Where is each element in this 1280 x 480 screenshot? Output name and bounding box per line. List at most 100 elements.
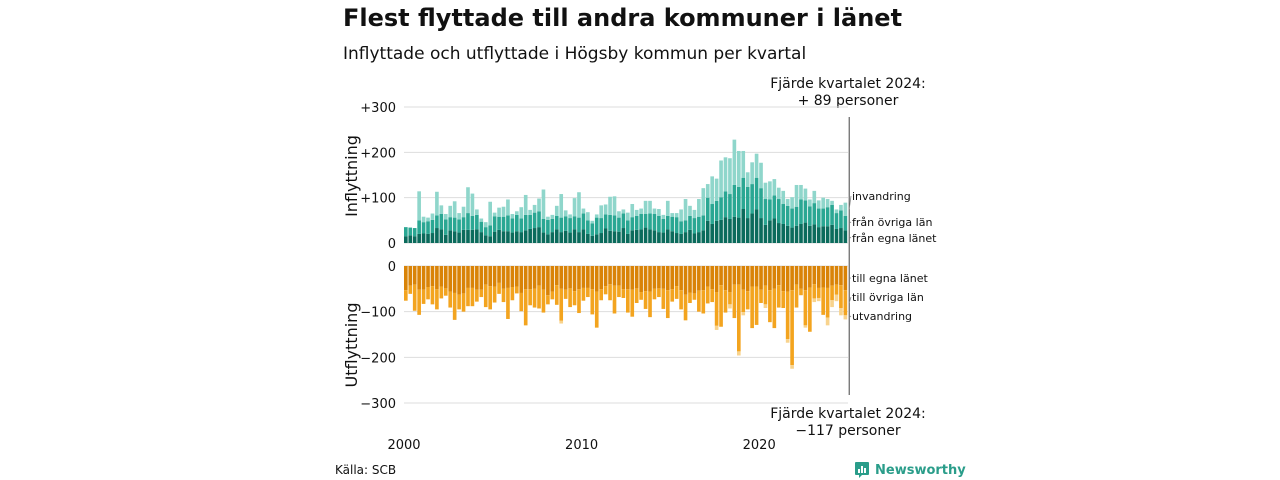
inflow-bar-segment [612, 215, 617, 232]
outflow-bar-segment [412, 284, 417, 311]
outflow-bar-segment [448, 266, 453, 292]
outflow-bar-segment [506, 287, 510, 319]
inflow-bar-segment [412, 236, 417, 243]
inflow-bar-segment [763, 199, 768, 225]
outflow-bar-segment [581, 287, 586, 301]
inflow-bar-segment [617, 231, 621, 243]
outflow-bar-segment [528, 289, 532, 306]
brand-logo[interactable]: Newsworthy [854, 461, 966, 479]
outflow-bar-segment [705, 266, 710, 287]
outflow-bar-segment [768, 290, 772, 323]
outflow-bar-segment [803, 290, 808, 326]
inflow-bar-segment [506, 231, 510, 243]
inflow-bar-segment [523, 214, 528, 231]
inflow-bar-segment [510, 232, 515, 243]
inflow-bar-segment [546, 234, 550, 243]
outflow-bar-segment [843, 290, 848, 316]
inflow-bar-segment [408, 235, 413, 243]
inflow-bar-segment [550, 232, 555, 243]
inflow-bar-segment [421, 216, 426, 223]
inflow-bar-segment [643, 200, 648, 214]
inflow-bar-segment [701, 188, 706, 216]
inflow-bar-segment [825, 226, 830, 243]
inflow-bar-segment [776, 199, 781, 224]
outflow-bar-segment [550, 266, 555, 292]
outflow-bar-segment [799, 266, 803, 289]
outflow-bar-segment [448, 291, 453, 308]
annotation-latest-inflow-line2: + 89 personer [797, 93, 899, 109]
inflow-bar-segment [825, 207, 830, 227]
inflow-bar-segment [665, 229, 670, 243]
bottom-y-tick-label: −200 [360, 351, 396, 366]
inflow-bar-segment [843, 202, 848, 216]
outflow-bar-segment [652, 266, 657, 289]
outflow-bar-segment [404, 290, 408, 301]
outflow-bar-segment [483, 284, 488, 308]
inflow-bar-segment [750, 184, 754, 214]
inflow-bar-segment [692, 218, 697, 234]
outflow-bar-segment [408, 266, 413, 286]
inflow-bar-segment [812, 190, 817, 204]
inflow-bar-segment [612, 196, 617, 216]
outflow-bar-segment [794, 266, 799, 285]
outflow-bar-segment [692, 266, 697, 294]
inflow-bar-segment [594, 214, 599, 218]
x-tick-label: 2020 [743, 438, 776, 453]
inflow-bar-segment [590, 223, 595, 236]
inflow-bar-segment [834, 213, 839, 229]
outflow-bar-segment [541, 266, 546, 290]
outflow-bar-segment [532, 266, 537, 289]
inflow-bar-segment [466, 213, 470, 230]
inflow-bar-segment [421, 233, 426, 243]
inflow-bar-segment [519, 232, 524, 243]
inflow-bar-segment [839, 228, 843, 243]
outflow-bar-segment [737, 266, 741, 285]
outflow-bar-segment [466, 266, 470, 288]
outflow-bar-segment [457, 294, 461, 310]
inflow-bar-segment [541, 189, 546, 219]
inflow-bar-segment [608, 196, 612, 215]
outflow-bar-segment [741, 289, 746, 313]
outflow-bar-segment [737, 351, 741, 356]
outflow-bar-segment [741, 312, 746, 316]
inflow-bar-segment [457, 213, 461, 220]
inflow-bar-segment [515, 214, 519, 232]
inflow-bar-segment [532, 228, 537, 243]
inflow-series-label: från egna länet [852, 232, 937, 245]
outflow-bar-segment [630, 289, 635, 317]
inflow-bar-segment [732, 216, 737, 243]
inflow-bar-segment [728, 194, 732, 219]
outflow-bar-segment [488, 266, 492, 287]
inflow-bar-segment [417, 191, 421, 221]
outflow-bar-segment [537, 285, 541, 309]
bottom-y-tick-label: 0 [388, 260, 396, 275]
inflow-bar-segment [741, 150, 746, 178]
inflow-bar-segment [652, 230, 657, 243]
inflow-bar-segment [737, 186, 741, 218]
inflow-bar-segment [519, 207, 524, 219]
outflow-bar-segment [670, 266, 675, 290]
inflow-bar-segment [745, 186, 750, 219]
outflow-bar-segment [697, 290, 701, 312]
inflow-bar-segment [808, 225, 812, 243]
inflow-bar-segment [763, 182, 768, 200]
inflow-bar-segment [439, 229, 444, 243]
inflow-bar-segment [843, 230, 848, 243]
inflow-bar-segment [599, 233, 603, 243]
outflow-bar-segment [688, 266, 692, 293]
outflow-bar-segment [568, 288, 572, 308]
outflow-bar-segment [790, 290, 794, 366]
inflow-bar-segment [648, 200, 652, 214]
inflow-bar-segment [603, 214, 608, 229]
inflow-bar-segment [581, 229, 586, 243]
outflow-bar-segment [435, 289, 439, 310]
inflow-bar-segment [821, 197, 825, 209]
inflow-bar-segment [492, 231, 497, 243]
inflow-bar-segment [586, 220, 590, 234]
inflow-bar-segment [768, 220, 772, 243]
inflow-bar-segment [768, 199, 772, 221]
inflow-bar-segment [448, 230, 453, 243]
outflow-bar-segment [652, 288, 657, 300]
outflow-bar-segment [816, 266, 821, 288]
outflow-bar-segment [794, 284, 799, 308]
